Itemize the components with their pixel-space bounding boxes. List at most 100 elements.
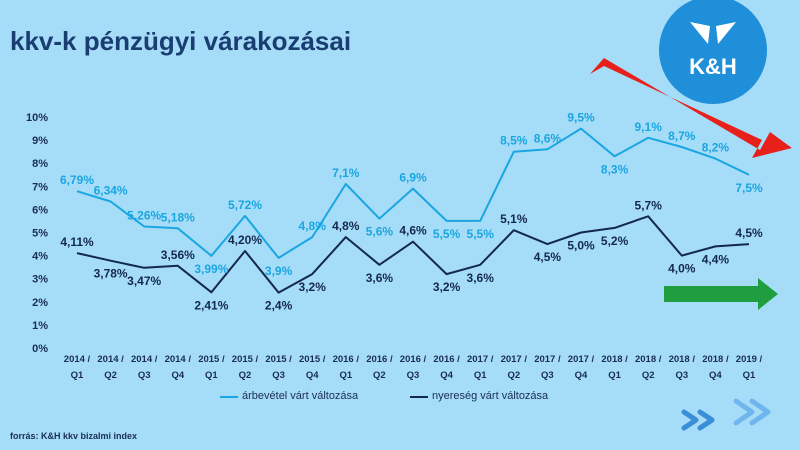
data-label: 5,18%	[161, 210, 195, 224]
x-tick-label-year: 2014 /	[64, 354, 91, 365]
x-tick-label-year: 2017 /	[568, 354, 595, 365]
data-labels: 6,79%6,34% 5,26% 5,18% 3,99% 5,72% 3,9% 4,8% 7,…	[60, 111, 763, 313]
x-tick-label-year: 2018 /	[669, 354, 696, 365]
data-label: 4,6%	[399, 224, 427, 238]
x-tick-label-quarter: Q4	[440, 370, 453, 381]
data-label: 4,4%	[702, 252, 730, 266]
y-tick-label: 2%	[32, 297, 48, 309]
data-label: 4,5%	[735, 226, 763, 240]
x-tick-label-year: 2017 /	[501, 354, 528, 365]
x-tick-label-quarter: Q2	[239, 370, 252, 381]
data-label: 5,72%	[228, 198, 262, 212]
data-label: 3,2%	[299, 280, 327, 294]
chart-legend: árbevétel várt változása nyereség várt v…	[0, 386, 800, 406]
x-tick-label-quarter: Q2	[104, 370, 117, 381]
x-tick-label-quarter: Q1	[205, 370, 218, 381]
data-label: 3,9%	[265, 264, 293, 278]
x-tick-label-year: 2016 /	[366, 354, 393, 365]
data-label: 8,2%	[702, 141, 730, 155]
data-label: 5,5%	[467, 227, 495, 241]
data-label: 3,56%	[161, 248, 195, 262]
legend-swatch	[220, 396, 238, 398]
data-label: 3,2%	[433, 280, 461, 294]
x-tick-label-year: 2018 /	[635, 354, 662, 365]
page-title: kkv-k pénzügyi várakozásai	[10, 26, 352, 56]
x-tick-label-year: 2016 /	[333, 354, 360, 365]
data-label: 6,34%	[94, 184, 128, 198]
data-label: 4,8%	[299, 219, 327, 233]
y-tick-label: 5%	[32, 228, 48, 240]
x-tick-label-quarter: Q2	[373, 370, 386, 381]
y-tick-label: 3%	[32, 274, 48, 286]
y-axis: 0% 1% 2% 3% 4% 5% 6% 7% 8% 9% 10%	[26, 112, 48, 355]
data-label: 8,5%	[500, 134, 528, 148]
legend-label: nyereség várt változása	[432, 390, 549, 402]
y-tick-label: 0%	[32, 343, 48, 355]
x-tick-label-year: 2018 /	[601, 354, 628, 365]
x-tick-label-quarter: Q3	[541, 370, 554, 381]
data-label: 3,99%	[194, 262, 228, 276]
data-label: 7,5%	[735, 181, 763, 195]
x-tick-label-quarter: Q2	[507, 370, 520, 381]
data-label: 3,6%	[467, 271, 495, 285]
x-tick-label-quarter: Q1	[743, 370, 756, 381]
data-label: 5,6%	[366, 225, 394, 239]
x-tick-label-year: 2015 /	[265, 354, 292, 365]
legend-label: árbevétel várt változása	[242, 390, 359, 402]
x-axis: 2014 / Q1 2014 / Q2 2014 / Q3 2014 / Q4 2015 / Q1…	[64, 354, 763, 381]
y-tick-label: 9%	[32, 135, 48, 147]
data-label: 3,47%	[127, 274, 161, 288]
y-tick-label: 7%	[32, 181, 48, 193]
y-tick-label: 4%	[32, 251, 48, 263]
x-tick-label-quarter: Q1	[339, 370, 352, 381]
chevrons-icon	[681, 398, 771, 431]
x-tick-label-quarter: Q4	[306, 370, 319, 381]
trend-down-arrow-icon	[590, 58, 792, 158]
data-label: 3,78%	[94, 267, 128, 281]
y-tick-label: 1%	[32, 320, 48, 332]
data-label: 4,8%	[332, 219, 360, 233]
x-tick-label-quarter: Q2	[642, 370, 655, 381]
x-tick-label-quarter: Q3	[407, 370, 420, 381]
data-label: 5,2%	[601, 234, 629, 248]
data-label: 5,7%	[635, 198, 663, 212]
x-tick-label-year: 2016 /	[433, 354, 460, 365]
data-label: 8,7%	[668, 129, 696, 143]
y-tick-label: 8%	[32, 158, 48, 170]
data-label: 8,6%	[534, 131, 562, 145]
data-label: 4,20%	[228, 233, 262, 247]
legend-swatch	[410, 396, 428, 398]
data-label: 5,26%	[127, 208, 161, 222]
x-tick-label-year: 2016 /	[400, 354, 427, 365]
source-note: forrás: K&H kkv bizalmi index	[10, 431, 138, 441]
x-tick-label-year: 2014 /	[97, 354, 124, 365]
x-tick-label-quarter: Q3	[272, 370, 285, 381]
x-tick-label-quarter: Q3	[675, 370, 688, 381]
x-tick-label-quarter: Q4	[709, 370, 722, 381]
x-tick-label-year: 2017 /	[467, 354, 494, 365]
data-label: 4,5%	[534, 250, 562, 264]
data-label: 7,1%	[332, 166, 360, 180]
x-tick-label-year: 2015 /	[232, 354, 259, 365]
x-tick-label-quarter: Q4	[575, 370, 588, 381]
data-label: 2,4%	[265, 299, 293, 313]
series-line-2	[76, 215, 750, 294]
x-tick-label-year: 2017 /	[534, 354, 561, 365]
x-tick-label-quarter: Q3	[138, 370, 151, 381]
data-label: 3,6%	[366, 271, 394, 285]
y-tick-label: 10%	[26, 112, 48, 124]
data-label: 9,5%	[567, 111, 595, 125]
data-label: 5,1%	[500, 212, 528, 226]
x-tick-label-quarter: Q1	[71, 370, 84, 381]
data-label: 4,11%	[60, 235, 94, 249]
data-label: 4,0%	[668, 262, 696, 276]
x-tick-label-year: 2015 /	[299, 354, 326, 365]
x-tick-label-year: 2014 /	[131, 354, 158, 365]
data-label: 6,9%	[399, 171, 427, 185]
x-tick-label-quarter: Q1	[608, 370, 621, 381]
data-label: 5,0%	[567, 239, 595, 253]
data-label: 5,5%	[433, 227, 461, 241]
x-tick-label-year: 2014 /	[165, 354, 192, 365]
x-tick-label-quarter: Q4	[171, 370, 184, 381]
x-tick-label-year: 2018 /	[702, 354, 729, 365]
